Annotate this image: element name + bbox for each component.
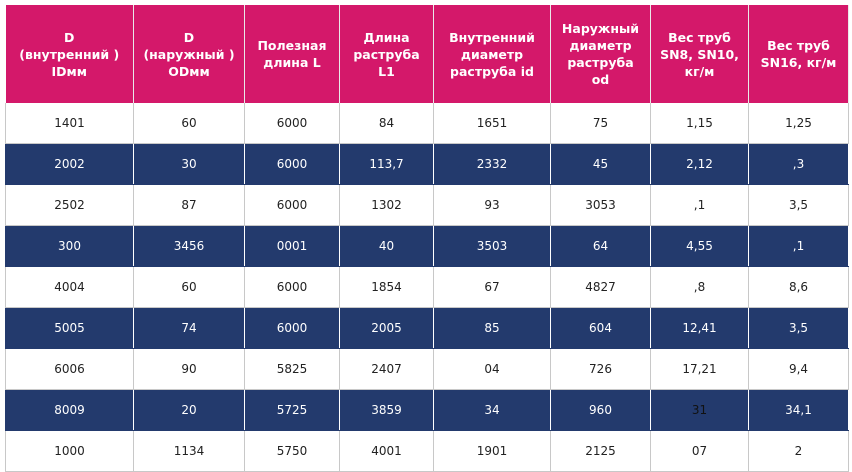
table-cell: 1302 <box>339 184 434 226</box>
header-row: D (внутренний ) IDмм D (наружный ) ODмм По… <box>5 5 849 103</box>
table-cell: 4827 <box>550 266 651 308</box>
table-cell: 2,12 <box>650 143 749 185</box>
table-cell: 2407 <box>339 348 434 390</box>
table-row: 8009 20 5725 3859 34 960 31 34,1 <box>5 389 849 431</box>
table-cell: 87 <box>133 184 245 226</box>
table-cell: 74 <box>133 307 245 349</box>
header-cell: Вес труб SN8, SN10, кг/м <box>650 5 749 103</box>
table-body: 1401 60 6000 84 1651 75 1,15 1,25 2002 30 6000 113,… <box>5 103 849 472</box>
table-cell: 3,5 <box>748 307 849 349</box>
header-cell: Наружный диаметр раструба od <box>550 5 651 103</box>
table-cell: 1651 <box>433 103 551 144</box>
table-cell: 60 <box>133 266 245 308</box>
table-row: 6006 90 5825 2407 04 726 17,21 9,4 <box>5 348 849 390</box>
table-cell: 1000 <box>5 430 134 472</box>
table-cell: 45 <box>550 143 651 185</box>
header-cell: Полезная длина L <box>244 5 340 103</box>
page: D (внутренний ) IDмм D (наружный ) ODмм По… <box>5 5 849 472</box>
table-cell: 2502 <box>5 184 134 226</box>
table-cell: 6000 <box>244 143 340 185</box>
table-cell: 726 <box>550 348 651 390</box>
table-row: 1401 60 6000 84 1651 75 1,15 1,25 <box>5 103 849 144</box>
table-cell: 75 <box>550 103 651 144</box>
table-cell: 9,4 <box>748 348 849 390</box>
table-cell: 960 <box>550 389 651 431</box>
table-cell: 3503 <box>433 225 551 267</box>
pipe-table: D (внутренний ) IDмм D (наружный ) ODмм По… <box>5 5 849 472</box>
table-cell: 64 <box>550 225 651 267</box>
header-cell: Внутренний диаметр раструба id <box>433 5 551 103</box>
table-cell: 0001 <box>244 225 340 267</box>
table-row: 2002 30 6000 113,7 2332 45 2,12,3 <box>5 143 849 185</box>
header-cell: D (наружный ) ODмм <box>133 5 245 103</box>
table-cell: 4,55 <box>650 225 749 267</box>
table-cell: 300 <box>5 225 134 267</box>
table-cell: 5750 <box>244 430 340 472</box>
table-cell: 4004 <box>5 266 134 308</box>
table-cell: 30 <box>133 143 245 185</box>
table-cell: 3,5 <box>748 184 849 226</box>
table-cell: 8,6 <box>748 266 849 308</box>
table-cell: 604 <box>550 307 651 349</box>
table-cell: 5005 <box>5 307 134 349</box>
table-cell: 5825 <box>244 348 340 390</box>
table-cell: 34 <box>433 389 551 431</box>
table-cell: 1,25 <box>748 103 849 144</box>
table-cell: 07 <box>650 430 749 472</box>
table-row: 4004 60 6000 1854 67 4827,8 8,6 <box>5 266 849 308</box>
table-cell: ,1 <box>650 184 749 226</box>
table-cell: 1854 <box>339 266 434 308</box>
header-cell: Вес труб SN16, кг/м <box>748 5 849 103</box>
table-cell: 2005 <box>339 307 434 349</box>
table-cell: 60 <box>133 103 245 144</box>
header-cell: D (внутренний ) IDмм <box>5 5 134 103</box>
table-row: 5005 74 6000 2005 85 604 12,41 3,5 <box>5 307 849 349</box>
table-cell: 40 <box>339 225 434 267</box>
table-cell: 17,21 <box>650 348 749 390</box>
table-cell: 1901 <box>433 430 551 472</box>
table-cell: 3456 <box>133 225 245 267</box>
table-cell: 04 <box>433 348 551 390</box>
table-cell: 6000 <box>244 184 340 226</box>
table-row: 2502 87 6000 1302 93 3053,1 3,5 <box>5 184 849 226</box>
table-cell: 3859 <box>339 389 434 431</box>
table-cell: 2332 <box>433 143 551 185</box>
table-cell: 6000 <box>244 103 340 144</box>
table-cell: 4001 <box>339 430 434 472</box>
table-cell: 12,41 <box>650 307 749 349</box>
table-cell: 2002 <box>5 143 134 185</box>
table-cell: 1401 <box>5 103 134 144</box>
table-cell: 1,15 <box>650 103 749 144</box>
table-cell: 31 <box>650 389 749 431</box>
table-cell: ,3 <box>748 143 849 185</box>
table-cell: 20 <box>133 389 245 431</box>
header-cell: Длина раструба L1 <box>339 5 434 103</box>
table-cell: 84 <box>339 103 434 144</box>
table-cell: 85 <box>433 307 551 349</box>
table-cell: 67 <box>433 266 551 308</box>
table-cell: ,1 <box>748 225 849 267</box>
table-cell: 93 <box>433 184 551 226</box>
table-cell: 6000 <box>244 266 340 308</box>
table-cell: 1134 <box>133 430 245 472</box>
table-cell: 3053 <box>550 184 651 226</box>
table-cell: 6006 <box>5 348 134 390</box>
table-row: 1000 1134 5750 4001 1901 2125 07 2 <box>5 430 849 472</box>
table-row: 300 3456 0001 40 3503 64 4,55,1 <box>5 225 849 267</box>
table-cell: 90 <box>133 348 245 390</box>
table-cell: 113,7 <box>339 143 434 185</box>
table-cell: 6000 <box>244 307 340 349</box>
table-cell: ,8 <box>650 266 749 308</box>
table-cell: 8009 <box>5 389 134 431</box>
table-cell: 2 <box>748 430 849 472</box>
table-cell: 34,1 <box>748 389 849 431</box>
table-cell: 2125 <box>550 430 651 472</box>
table-cell: 5725 <box>244 389 340 431</box>
